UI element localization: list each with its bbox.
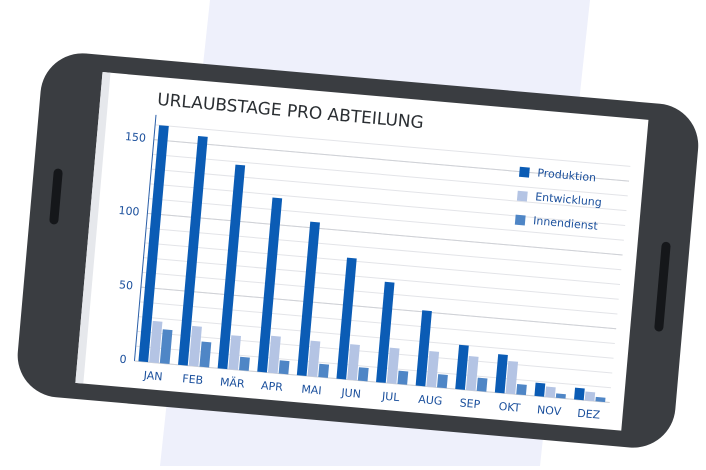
- x-tick-label: JUN: [340, 386, 362, 401]
- x-tick-label: OKT: [498, 400, 521, 415]
- x-tick-label: JUL: [380, 390, 400, 405]
- legend-swatch: [515, 215, 526, 226]
- bar: [477, 378, 488, 392]
- legend-swatch: [519, 167, 530, 178]
- x-tick-label: DEZ: [577, 407, 601, 422]
- bar: [358, 367, 369, 381]
- legend-swatch: [517, 191, 528, 202]
- y-tick-label: 0: [119, 353, 127, 367]
- bar: [397, 371, 408, 385]
- bar: [545, 387, 556, 398]
- y-tick-label: 50: [118, 278, 133, 292]
- x-tick-label: MAI: [301, 383, 322, 398]
- bar: [556, 393, 566, 398]
- y-tick-label: 100: [118, 204, 140, 219]
- x-tick-label: NOV: [536, 403, 562, 418]
- bar: [574, 388, 585, 401]
- y-tick-label: 150: [124, 130, 146, 145]
- scene: URLAUBSTAGE PRO ABTEILUNG 050100150JANFE…: [0, 0, 706, 466]
- bar: [516, 384, 527, 395]
- x-tick-label: MÄR: [219, 376, 245, 391]
- bar: [279, 360, 290, 374]
- x-tick-label: JAN: [142, 369, 163, 384]
- x-tick-label: AUG: [418, 393, 443, 408]
- bar: [595, 397, 605, 402]
- bar: [318, 364, 329, 378]
- bar: [585, 391, 595, 401]
- bar: [534, 383, 545, 397]
- x-tick-label: SEP: [459, 396, 481, 411]
- bar: [239, 357, 250, 371]
- x-tick-label: FEB: [182, 372, 204, 387]
- x-tick-label: APR: [260, 379, 283, 394]
- bar: [437, 374, 448, 388]
